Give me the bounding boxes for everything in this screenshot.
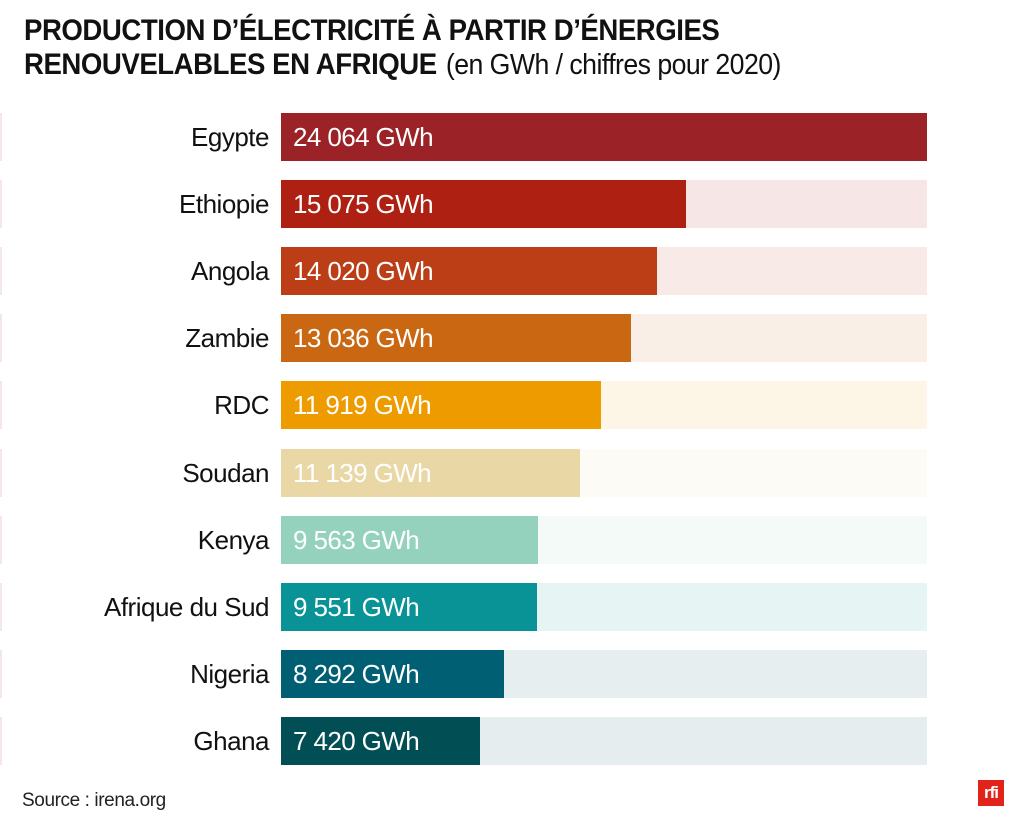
bar-row: RDC 11 919 GWh [0,381,1024,430]
bar [281,448,581,497]
title-line-1: PRODUCTION D’ÉLECTRICITÉ À PARTIR D’ÉNER… [24,14,720,47]
category-label: Egypte [191,122,269,152]
bar-row: Angola 14 020 GWh [0,247,1024,296]
source-note: Source : irena.org [22,790,166,811]
bar-row: Soudan 11 139 GWh [0,448,1024,497]
bar-row: Nigeria 8 292 GWh [0,649,1024,698]
bar-row: Ghana 7 420 GWh [0,716,1024,765]
bar [281,314,631,363]
data-label: 24 064 GWh [293,122,434,152]
bar-row: Afrique du Sud 9 551 GWh [0,582,1024,631]
data-label: 13 036 GWh [293,323,434,354]
category-label: Zambie [185,323,269,354]
data-label: 11 139 GWh [293,457,432,488]
bar [281,180,686,229]
title-line-2: RENOUVELABLES EN AFRIQUE [24,48,437,81]
rfi-logo-icon: rfi [978,780,1004,806]
bar [281,113,927,161]
data-label: 14 020 GWh [293,256,434,287]
data-label: 8 292 GWh [293,658,420,689]
row-edge-marker [0,113,2,161]
bar [281,716,481,765]
row-edge-marker [0,314,2,363]
row-edge-marker [0,716,2,765]
row-edge-marker [0,515,2,564]
bar-row: Kenya 9 563 GWh [0,515,1024,564]
data-label: 9 551 GWh [293,591,420,622]
category-label: Soudan [182,457,269,488]
bar [281,515,538,564]
category-label: Ethiopie [179,189,269,220]
data-label: 15 075 GWh [293,189,434,220]
category-label: Nigeria [190,658,269,689]
bar-row: Egypte 24 064 GWh [0,113,1024,161]
bar-row: Ethiopie 15 075 GWh [0,180,1024,229]
row-edge-marker [0,582,2,631]
bar [281,582,538,631]
category-label: Angola [191,256,269,287]
category-label: RDC [214,390,269,421]
row-edge-marker [0,649,2,698]
category-label: Kenya [197,524,270,555]
bar [281,247,658,296]
chart-title: PRODUCTION D’ÉLECTRICITÉ À PARTIR D’ÉNER… [24,14,781,82]
row-edge-marker [0,381,2,430]
bar [281,649,504,698]
bar [281,381,601,430]
data-label: 11 919 GWh [293,390,432,421]
data-label: 7 420 GWh [293,725,420,756]
row-edge-marker [0,247,2,296]
data-label: 9 563 GWh [293,524,420,555]
chart-subtitle: (en GWh / chiffres pour 2020) [445,49,782,81]
category-label: Ghana [193,725,269,756]
row-edge-marker [0,448,2,497]
bar-row: Zambie 13 036 GWh [0,314,1024,363]
category-label: Afrique du Sud [103,591,270,622]
row-edge-marker [0,180,2,229]
